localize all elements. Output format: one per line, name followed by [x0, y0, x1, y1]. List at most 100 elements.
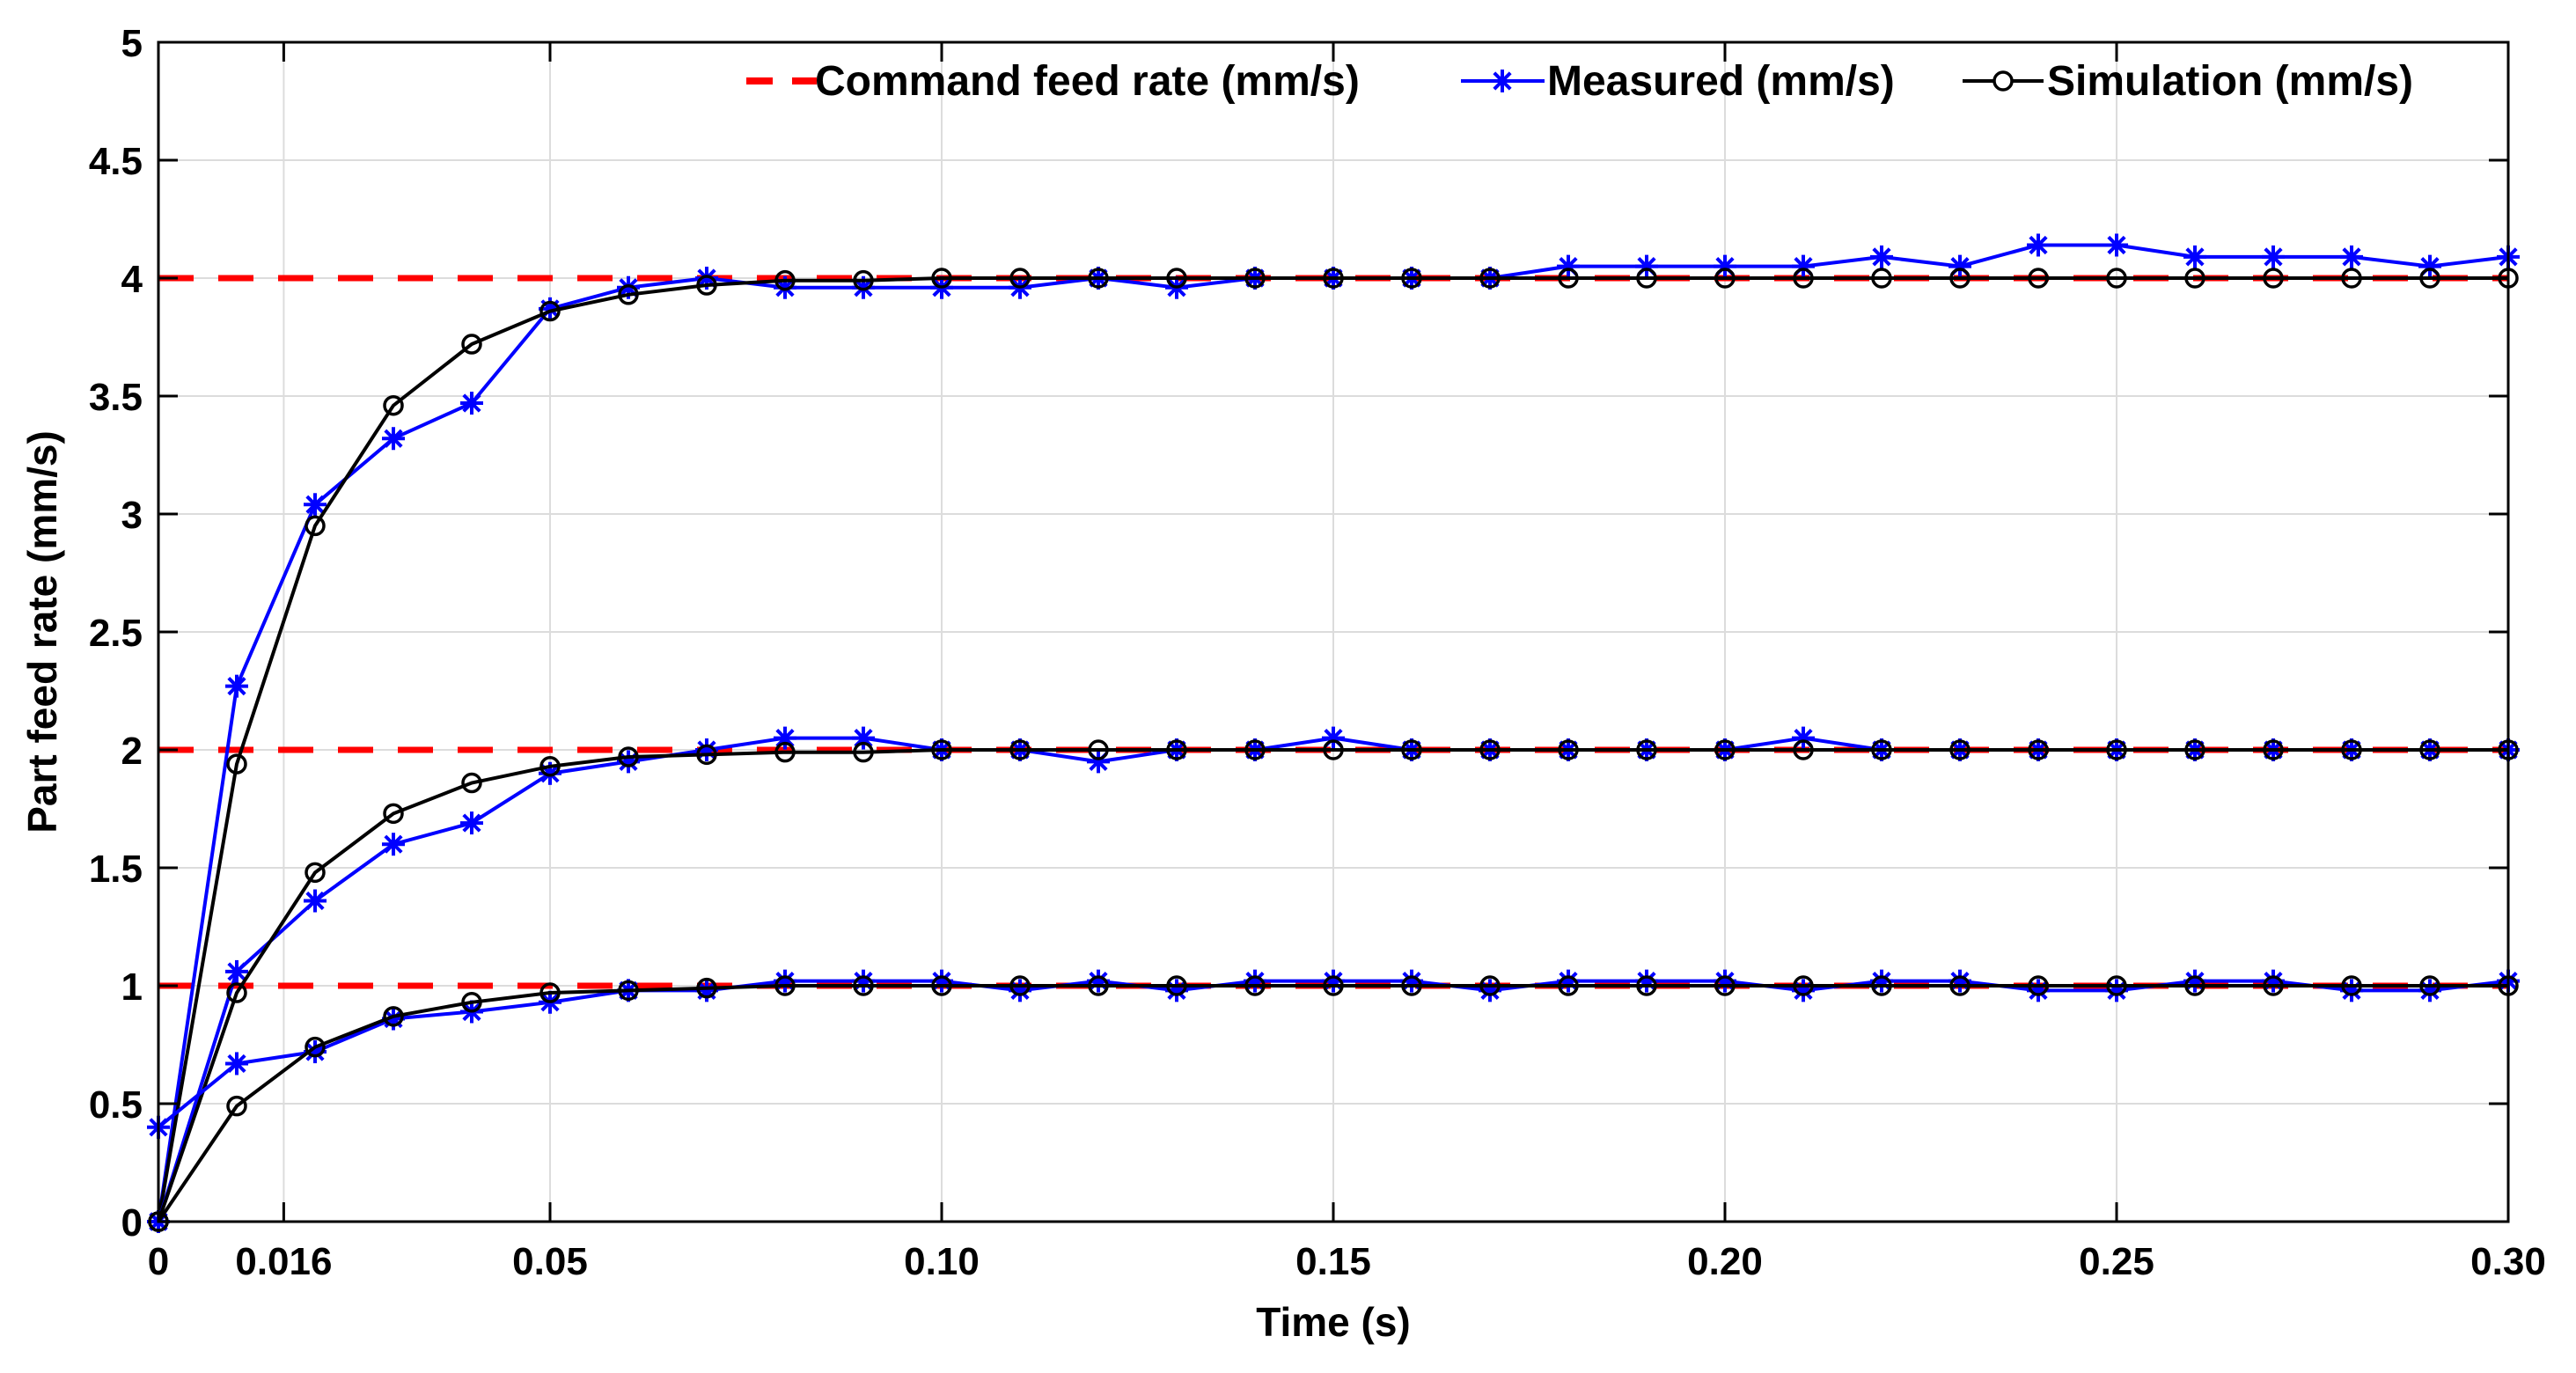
data-point — [2028, 739, 2049, 760]
data-point — [1558, 975, 1579, 996]
data-point — [226, 1095, 247, 1117]
data-point-stroke — [227, 962, 246, 981]
data-point-stroke — [227, 677, 246, 696]
legend-measured-label: Measured (mm/s) — [1547, 58, 1895, 105]
data-point-stroke — [462, 813, 481, 833]
data-point — [539, 300, 561, 322]
data-point-stroke — [384, 429, 403, 448]
data-point — [225, 1052, 248, 1076]
y-axis-ticks: 0 0.5 1 1.5 2 2.5 3 3.5 4 4.5 5 — [89, 22, 2508, 1245]
y-tick-label: 2 — [121, 730, 143, 773]
legend-simulation-marker — [1993, 70, 2014, 92]
series-line — [157, 984, 2508, 1223]
data-point — [382, 427, 405, 451]
data-point — [2027, 233, 2050, 257]
y-tick-label: 3.5 — [89, 376, 143, 419]
series-line — [157, 276, 2508, 1222]
series-line — [157, 748, 2508, 1222]
x-tick-label: 0 — [148, 1240, 169, 1283]
data-point-stroke — [619, 278, 638, 297]
data-point — [2106, 739, 2127, 760]
data-point — [1871, 739, 1892, 760]
data-point-stroke — [384, 834, 403, 854]
data-point — [1401, 975, 1422, 996]
data-point — [539, 982, 561, 1003]
data-point — [1870, 245, 1893, 268]
legend: Command feed rate (mm/s) Measured (mm/s) S… — [746, 58, 2413, 105]
x-axis-ticks: 0 0.016 0.05 0.10 0.15 0.20 0.25 0.30 — [148, 42, 2546, 1283]
data-point — [1088, 739, 1109, 760]
y-tick-label: 3 — [121, 494, 143, 537]
y-tick-label: 5 — [121, 22, 143, 65]
data-point — [2106, 975, 2127, 996]
data-point — [853, 269, 874, 291]
data-point — [2263, 739, 2284, 760]
data-point — [931, 975, 952, 996]
data-point — [618, 980, 639, 1002]
x-tick-label: 0.15 — [1295, 1240, 1371, 1283]
y-tick-label: 4.5 — [89, 140, 143, 183]
x-tick-label: 0.20 — [1687, 1240, 1763, 1283]
data-point-stroke — [2264, 247, 2283, 267]
data-point — [931, 739, 952, 760]
data-point — [305, 862, 326, 884]
data-point-stroke — [854, 278, 873, 297]
data-point — [2340, 245, 2363, 268]
y-tick-label: 1 — [121, 966, 143, 1009]
data-point — [460, 811, 483, 835]
data-point — [225, 674, 248, 698]
data-point — [539, 756, 561, 777]
data-point-stroke — [540, 764, 560, 783]
data-point — [696, 275, 717, 296]
data-point — [774, 975, 796, 996]
data-point — [1009, 268, 1031, 289]
y-tick-label: 1.5 — [89, 848, 143, 891]
data-point — [226, 753, 247, 775]
data-point — [2184, 268, 2205, 289]
x-tick-label: 0.016 — [235, 1240, 332, 1283]
x-axis-title: Time (s) — [1256, 1299, 1411, 1345]
data-point — [1871, 975, 1892, 996]
data-point — [1009, 739, 1031, 760]
data-point-stroke — [305, 891, 325, 911]
data-point — [1714, 268, 1736, 289]
data-point — [618, 746, 639, 767]
data-point — [305, 1036, 326, 1058]
data-point — [1479, 739, 1501, 760]
data-point — [931, 268, 952, 289]
data-point — [1558, 268, 1579, 289]
data-point — [2263, 975, 2284, 996]
legend-measured-marker — [1491, 70, 1514, 92]
series-layer — [147, 233, 2520, 1233]
data-point — [1009, 975, 1031, 996]
data-point — [618, 284, 639, 305]
data-point — [1793, 975, 1814, 996]
y-tick-label: 0.5 — [89, 1083, 143, 1127]
data-point — [383, 803, 404, 825]
data-point — [1401, 739, 1422, 760]
data-point — [382, 833, 405, 856]
data-point — [2028, 975, 2049, 996]
data-point-stroke — [2342, 247, 2361, 267]
data-point — [2341, 268, 2362, 289]
data-point — [460, 392, 483, 415]
data-point-stroke — [305, 495, 325, 514]
data-point — [1479, 268, 1501, 289]
data-point — [1088, 268, 1109, 289]
data-point — [2106, 268, 2127, 289]
data-point-stroke — [2107, 235, 2126, 255]
data-point-stroke — [2185, 247, 2205, 267]
data-point — [304, 889, 327, 913]
data-point-stroke — [2029, 235, 2048, 255]
data-point — [774, 741, 796, 763]
y-tick-label: 2.5 — [89, 612, 143, 655]
data-point-stroke — [1872, 247, 1891, 267]
data-point — [1636, 268, 1657, 289]
data-point — [461, 772, 482, 794]
data-point-stroke — [462, 393, 481, 413]
series-3 — [148, 739, 2519, 1232]
data-point — [1244, 268, 1266, 289]
data-point — [2184, 975, 2205, 996]
data-point — [2263, 268, 2284, 289]
